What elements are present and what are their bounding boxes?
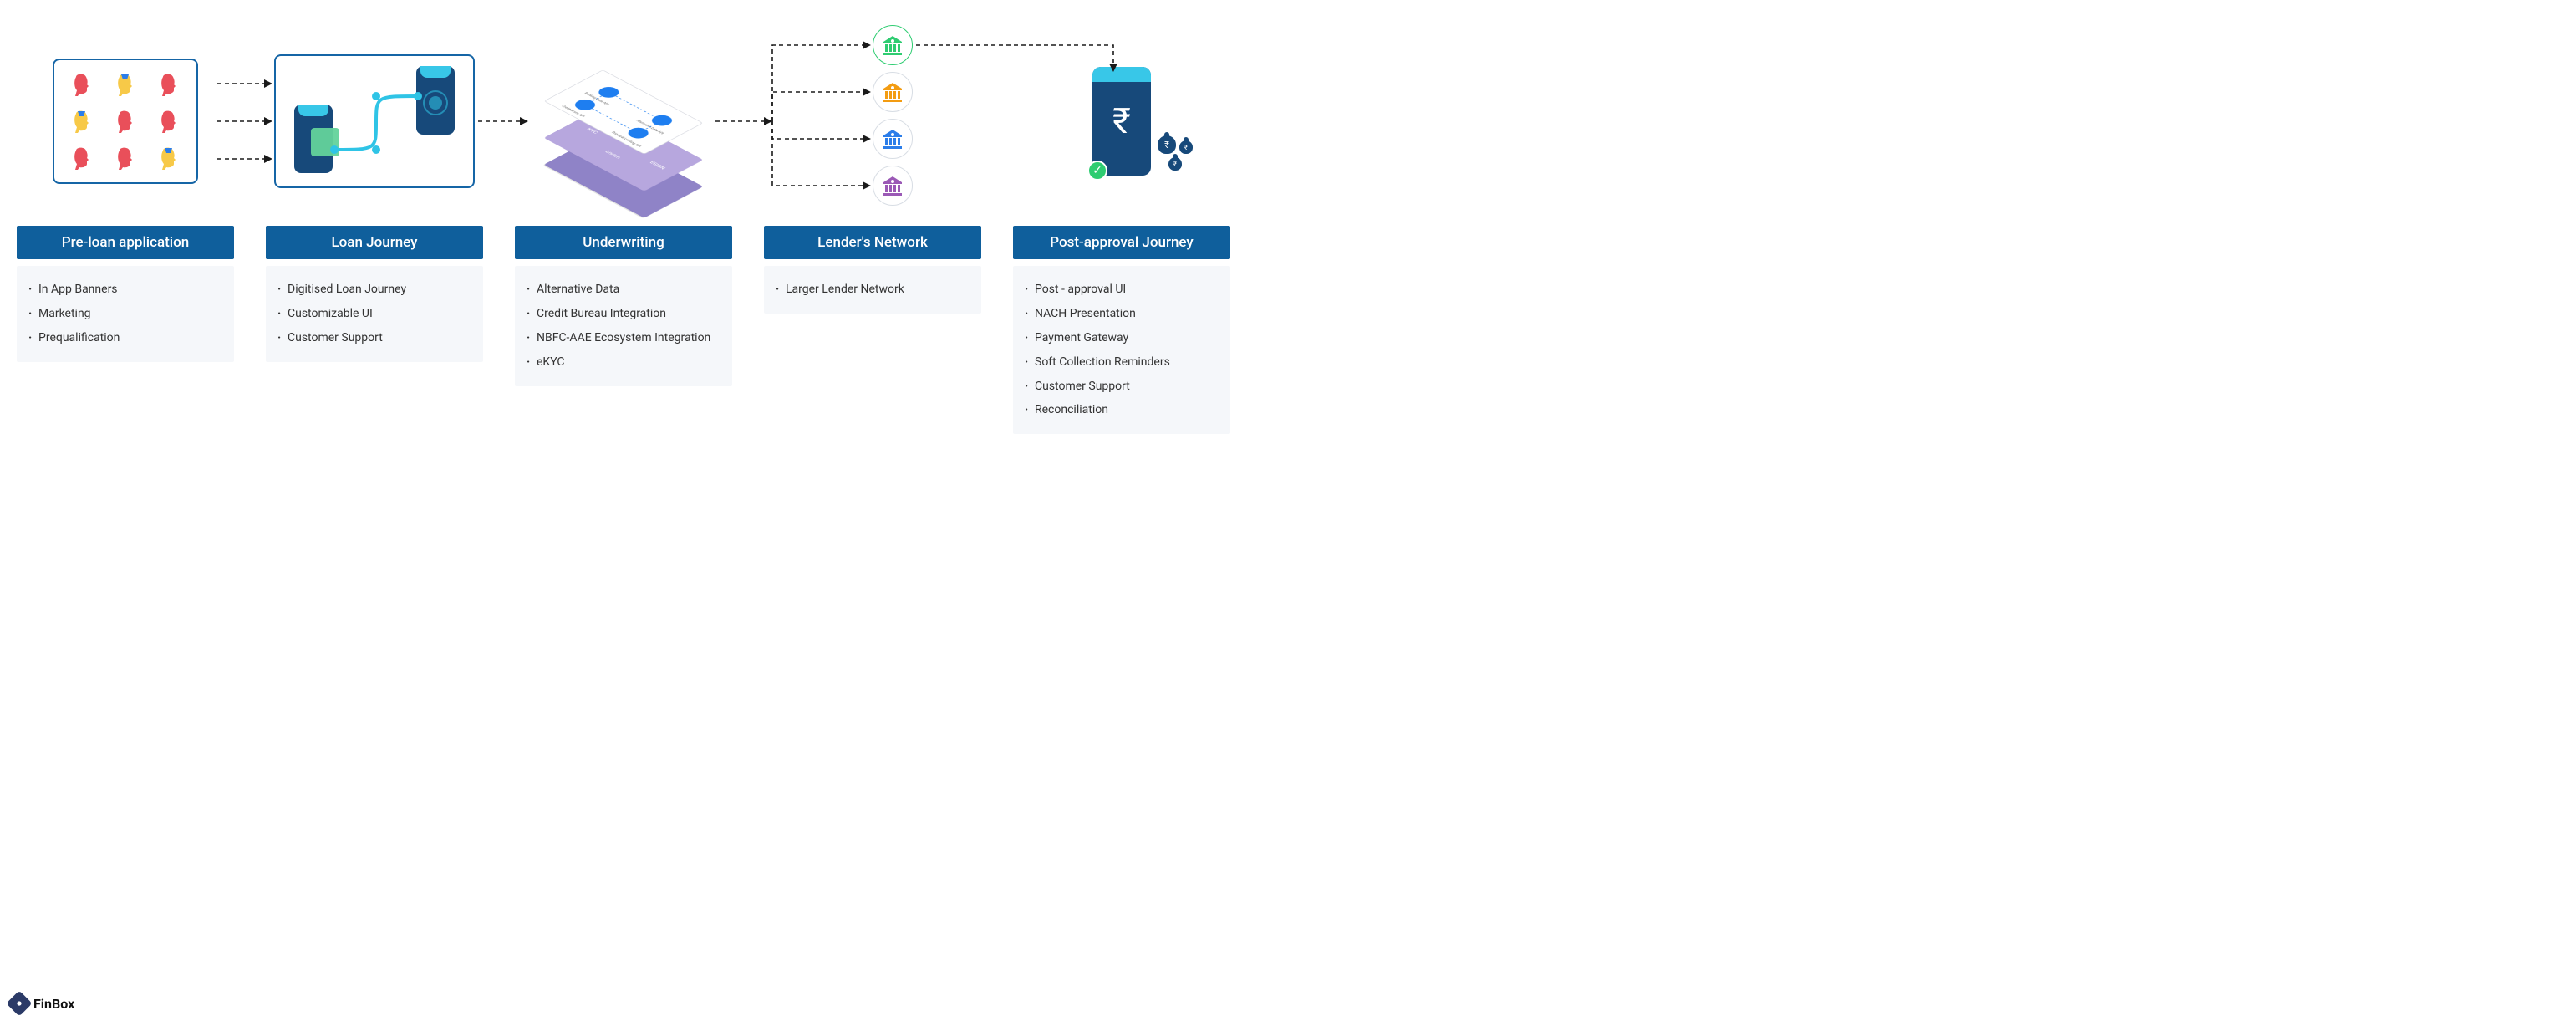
- finbox-logo-text: FinBox: [33, 996, 74, 1012]
- bank-green-icon: [873, 25, 913, 65]
- svg-text:ESIGN: ESIGN: [648, 161, 667, 171]
- stage-journey: Loan JourneyDigitised Loan JourneyCustom…: [266, 25, 483, 362]
- loan-flow-diagram: Pre-loan application In App BannersMarket…: [17, 25, 1271, 434]
- bullet-item: Marketing: [27, 302, 224, 326]
- stage-preloan-title: Pre-loan application: [17, 226, 234, 259]
- bullet-item: Post - approval UI: [1023, 278, 1220, 302]
- bank-purple-icon: [873, 166, 913, 206]
- bullet-item: eKYC: [525, 350, 722, 375]
- lender-banks: [764, 25, 981, 217]
- bullet-item: NBFC-AAE Ecosystem Integration: [525, 326, 722, 350]
- money-bag-icon: ₹: [1179, 140, 1193, 154]
- bullet-item: Digitised Loan Journey: [276, 278, 473, 302]
- user-head-icon: [156, 145, 181, 171]
- bullet-item: Soft Collection Reminders: [1023, 350, 1220, 375]
- bullet-item: Larger Lender Network: [774, 278, 971, 302]
- user-head-icon: [156, 72, 181, 97]
- stage-post-bullets: Post - approval UINACH PresentationPayme…: [1013, 266, 1230, 434]
- bank-orange-icon: [873, 72, 913, 112]
- user-head-icon: [113, 72, 138, 97]
- post-approval-illustration: ₹✓₹₹₹: [1092, 67, 1151, 176]
- money-bags: ₹₹₹: [1153, 135, 1198, 171]
- stage-journey-illustration: [266, 25, 483, 217]
- user-head-icon: [113, 145, 138, 171]
- bullet-item: Payment Gateway: [1023, 326, 1220, 350]
- user-head-icon: [69, 145, 94, 171]
- rupee-symbol: ₹: [1112, 101, 1131, 142]
- money-bag-icon: ₹: [1168, 157, 1182, 171]
- bullet-item: Prequalification: [27, 326, 224, 350]
- bullet-item: Reconciliation: [1023, 398, 1220, 422]
- rupee-phone-icon: ₹✓₹₹₹: [1092, 67, 1151, 176]
- underwriting-stack: KYCEnrichESIGNBanking Data APIAlternativ…: [536, 42, 711, 201]
- stage-lender-illustration: [764, 25, 981, 217]
- bullet-item: Customer Support: [1023, 375, 1220, 399]
- user-head-icon: [113, 109, 138, 134]
- user-head-icon: [69, 109, 94, 134]
- stage-lender-bullets: Larger Lender Network: [764, 266, 981, 314]
- bullet-item: Customizable UI: [276, 302, 473, 326]
- stage-post: ₹✓₹₹₹Post-approval JourneyPost - approva…: [1013, 25, 1230, 434]
- user-head-icon: [69, 72, 94, 97]
- stage-post-illustration: ₹✓₹₹₹: [1013, 25, 1230, 217]
- stage-underwriting-illustration: KYCEnrichESIGNBanking Data APIAlternativ…: [515, 25, 732, 217]
- bullet-item: Customer Support: [276, 326, 473, 350]
- user-head-icon: [156, 109, 181, 134]
- stage-journey-bullets: Digitised Loan JourneyCustomizable UICus…: [266, 266, 483, 362]
- check-badge-icon: ✓: [1087, 161, 1107, 181]
- stage-lender-title: Lender's Network: [764, 226, 981, 259]
- stage-preloan: Pre-loan application In App BannersMarket…: [17, 25, 234, 362]
- stage-post-title: Post-approval Journey: [1013, 226, 1230, 259]
- money-bag-icon: ₹: [1158, 135, 1176, 154]
- stage-underwriting-title: Underwriting: [515, 226, 732, 259]
- finbox-logo: FinBox: [10, 994, 74, 1013]
- bullet-item: Alternative Data: [525, 278, 722, 302]
- bullet-item: Credit Bureau Integration: [525, 302, 722, 326]
- stage-underwriting: KYCEnrichESIGNBanking Data APIAlternativ…: [515, 25, 732, 386]
- finbox-logo-icon: [6, 990, 32, 1016]
- stage-preloan-illustration: [17, 25, 234, 217]
- bullet-item: NACH Presentation: [1023, 302, 1220, 326]
- bullet-item: In App Banners: [27, 278, 224, 302]
- bank-blue-icon: [873, 119, 913, 159]
- user-heads-grid: [53, 59, 198, 184]
- stage-journey-title: Loan Journey: [266, 226, 483, 259]
- stage-preloan-bullets: In App BannersMarketingPrequalification: [17, 266, 234, 362]
- loan-journey-box: [274, 54, 475, 188]
- stage-underwriting-bullets: Alternative DataCredit Bureau Integratio…: [515, 266, 732, 386]
- svg-text:Enrich: Enrich: [603, 150, 623, 160]
- stage-lender: Lender's Network Larger Lender Network: [764, 25, 981, 314]
